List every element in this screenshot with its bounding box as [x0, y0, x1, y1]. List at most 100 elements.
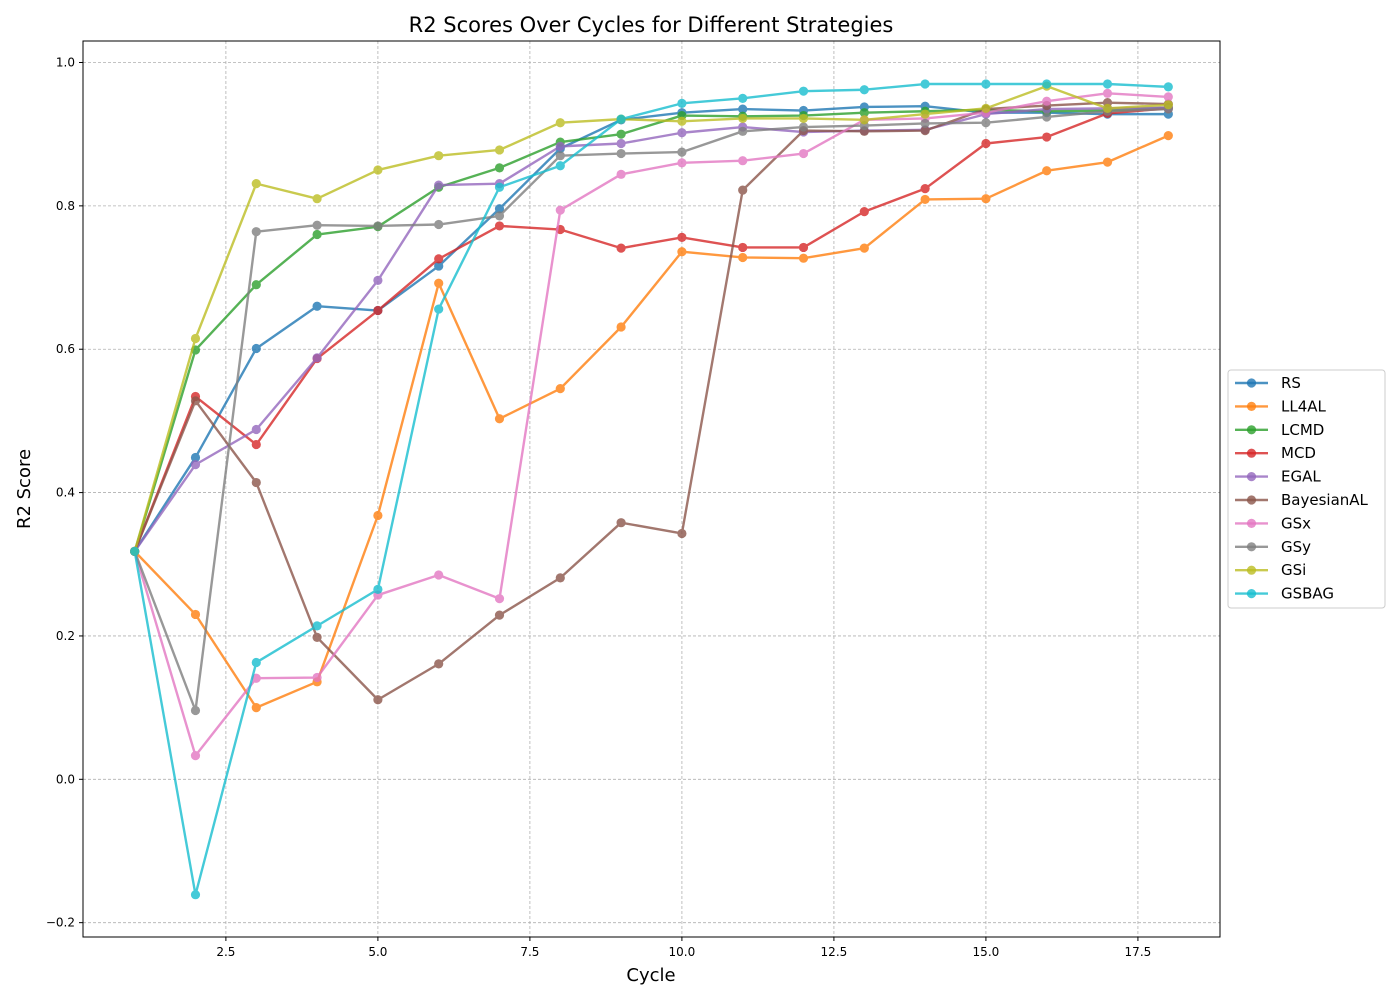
data-point	[190, 460, 201, 470]
data-point	[738, 252, 748, 263]
data-point	[312, 621, 322, 631]
data-point	[494, 594, 505, 604]
data-point	[738, 113, 748, 124]
data-point	[312, 632, 322, 642]
series-line	[133, 84, 1169, 552]
y-tick-label: 0.8	[56, 199, 75, 213]
y-tick-label: 0.0	[56, 772, 75, 786]
data-point	[494, 414, 505, 424]
legend-item-gsi: GSi	[1235, 561, 1306, 579]
data-point	[798, 113, 809, 124]
series-line	[133, 107, 1169, 712]
data-point	[1042, 96, 1052, 106]
series-ll4al	[130, 131, 1173, 713]
data-point	[859, 108, 869, 118]
legend-label: MCD	[1281, 444, 1316, 462]
series-gsx	[130, 88, 1173, 761]
data-point	[859, 115, 869, 125]
legend-item-egal: EGAL	[1235, 468, 1321, 486]
data-point	[981, 103, 991, 113]
data-point	[251, 439, 261, 450]
legend-swatch-marker	[1246, 378, 1257, 388]
legend-swatch-marker	[1246, 401, 1257, 411]
legend: RS LL4AL LCMD MCD EGAL BayesianAL GSx GSy GSi GSB…	[1227, 369, 1386, 609]
data-point	[616, 148, 626, 159]
data-point	[859, 243, 869, 253]
data-point	[312, 353, 322, 363]
data-point	[434, 254, 444, 264]
tick-layer: 2.5 5.0 7.5 10.0 12.5 15.0 17.5 −0.2 0.0 0.2 0.4 0.…	[46, 56, 1151, 959]
legend-label: GSBAG	[1281, 585, 1334, 603]
data-point	[555, 573, 565, 583]
data-point	[494, 221, 505, 231]
data-point	[677, 158, 687, 168]
legend-label: GSi	[1281, 561, 1306, 579]
series-gsy	[130, 104, 1173, 716]
data-point	[616, 518, 626, 528]
data-point	[555, 384, 565, 394]
data-point	[677, 528, 687, 539]
data-point	[1042, 132, 1052, 142]
data-point	[677, 116, 687, 126]
data-point	[251, 703, 261, 713]
data-point	[616, 138, 626, 149]
data-point	[738, 126, 748, 136]
data-point	[920, 118, 930, 129]
data-point	[434, 151, 444, 161]
data-point	[312, 220, 322, 230]
data-point	[920, 109, 930, 119]
legend-label: GSx	[1281, 514, 1311, 532]
data-point	[555, 205, 565, 215]
data-point	[1102, 157, 1113, 167]
x-axis-label: Cycle	[626, 965, 675, 986]
data-point	[251, 657, 261, 668]
x-tick-label: 7.5	[520, 945, 539, 959]
data-point	[494, 163, 505, 173]
data-point	[494, 211, 505, 221]
data-point	[1163, 100, 1173, 110]
data-point	[494, 182, 505, 192]
series-layer	[130, 79, 1173, 900]
data-point	[677, 232, 687, 243]
legend-label: LCMD	[1281, 421, 1324, 439]
data-point	[798, 148, 809, 159]
data-point	[494, 145, 505, 155]
data-point	[434, 570, 444, 580]
x-tick-label: 10.0	[669, 945, 696, 959]
series-gsbag	[130, 79, 1173, 900]
data-point	[555, 161, 565, 171]
series-line	[133, 101, 1169, 701]
data-point	[677, 128, 687, 138]
data-point	[798, 242, 809, 253]
data-point	[1163, 82, 1173, 92]
data-point	[616, 322, 626, 332]
data-point	[434, 278, 444, 288]
data-point	[738, 242, 748, 253]
data-point	[312, 672, 322, 683]
legend-label: BayesianAL	[1281, 491, 1369, 509]
data-point	[494, 610, 505, 620]
data-point	[677, 147, 687, 157]
data-point	[373, 221, 383, 231]
data-point	[677, 98, 687, 108]
data-point	[373, 695, 383, 705]
data-point	[251, 280, 261, 290]
data-point	[1102, 88, 1113, 98]
data-point	[555, 118, 565, 128]
data-point	[434, 219, 444, 230]
data-point	[920, 194, 930, 205]
legend-swatch-marker	[1246, 542, 1257, 552]
x-tick-label: 2.5	[216, 945, 235, 959]
data-point	[1042, 79, 1052, 89]
data-point	[373, 305, 383, 316]
series-line	[133, 134, 1169, 709]
legend-item-gsx: GSx	[1235, 514, 1311, 532]
data-point	[190, 751, 201, 761]
y-tick-label: 0.2	[56, 629, 75, 643]
legend-label: LL4AL	[1281, 397, 1327, 415]
data-point	[920, 126, 930, 136]
data-point	[616, 129, 626, 139]
y-tick-label: 0.4	[56, 486, 75, 500]
data-point	[373, 510, 383, 521]
